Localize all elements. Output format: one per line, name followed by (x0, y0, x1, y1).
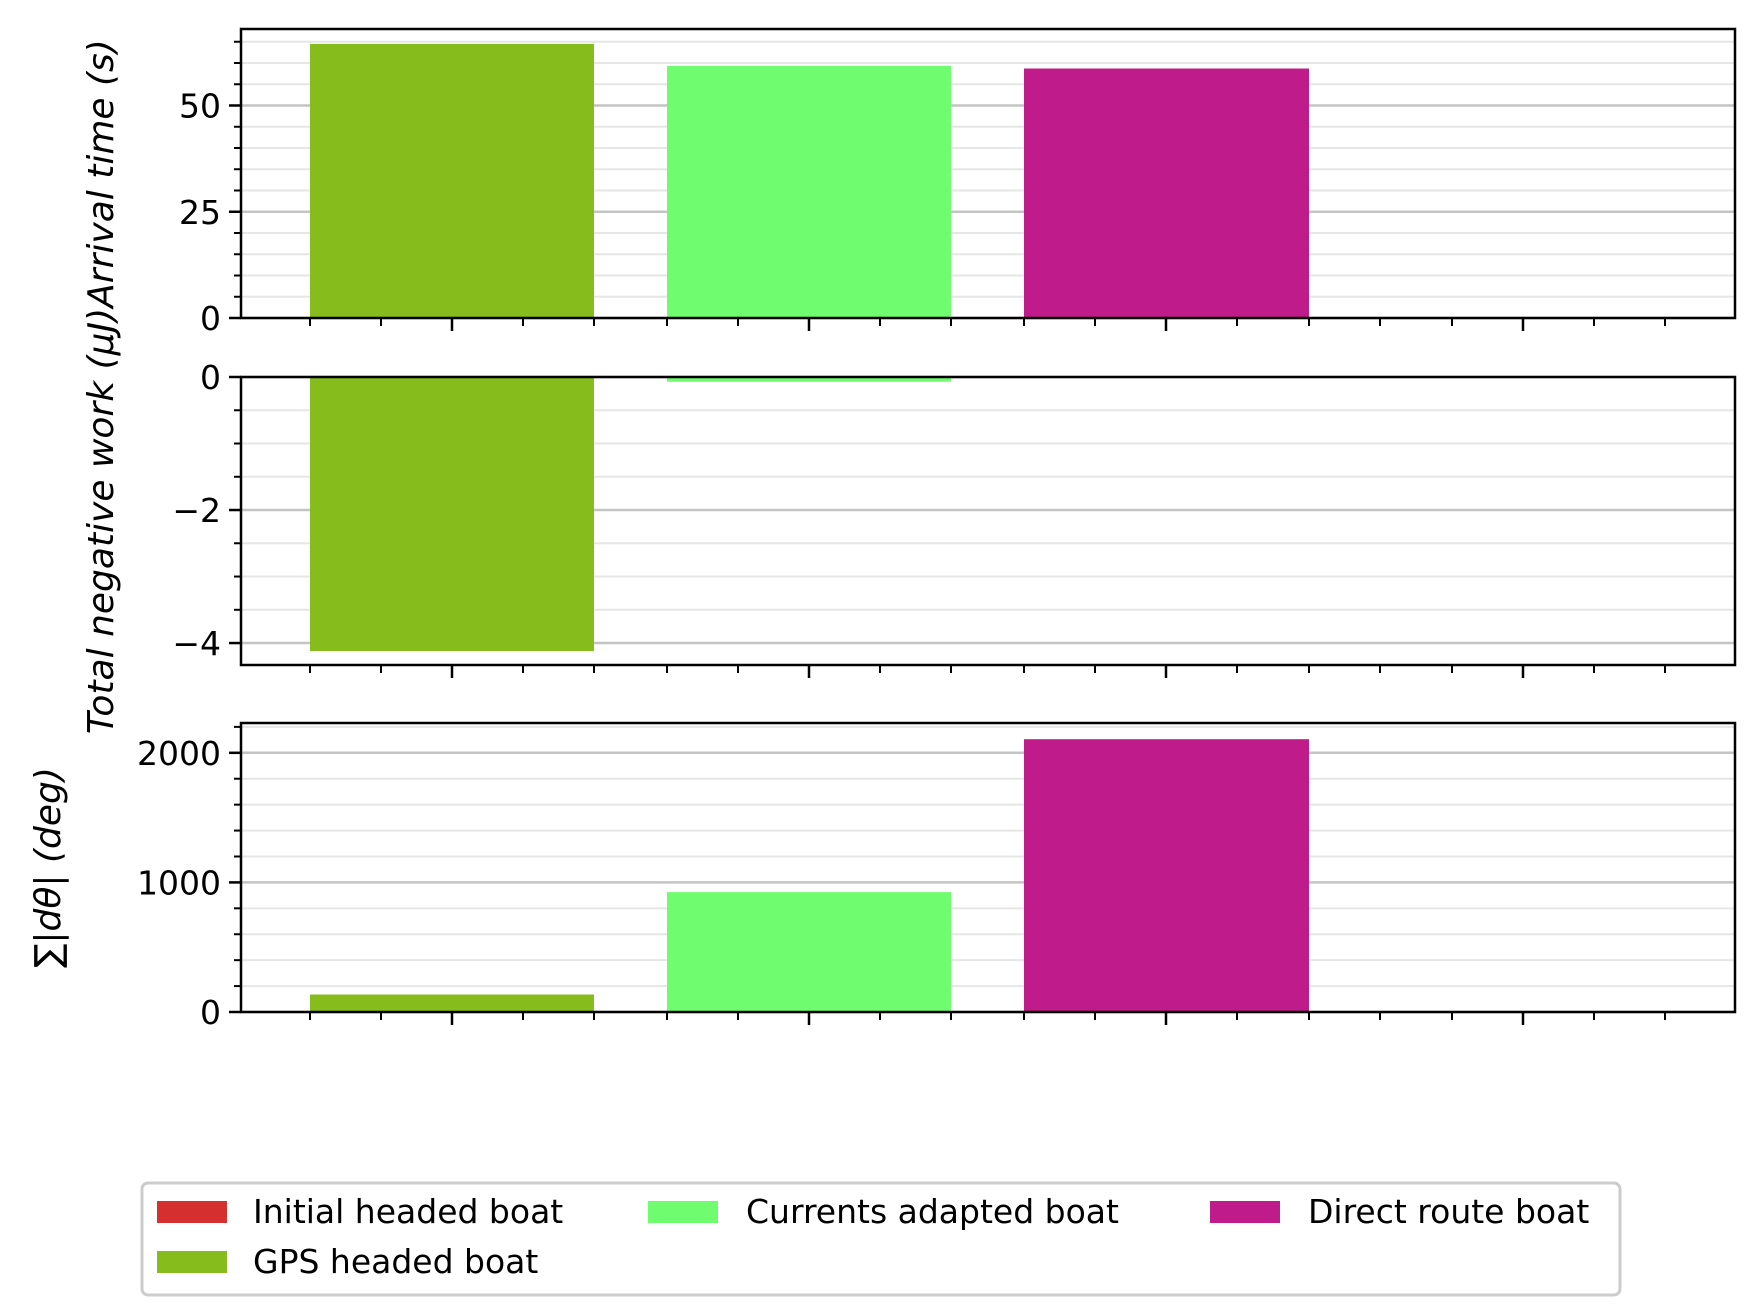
axes-frame (239, 721, 1737, 1014)
y-tick-label: 1000 (137, 863, 221, 902)
bar-direct-route-boat (1024, 68, 1309, 319)
legend-label-gps-headed-boat: GPS headed boat (253, 1242, 538, 1281)
y-tick-label: 0 (200, 358, 221, 397)
bar-currents-adapted-boat (667, 65, 951, 318)
legend-swatch-direct-route-boat (1210, 1201, 1280, 1223)
panel-1: 0 25 50 Arrival time (s) (81, 27, 1737, 338)
y-tick-label: 0 (200, 993, 221, 1032)
bar-currents-adapted-boat (667, 377, 951, 382)
bar-currents-adapted-boat (667, 892, 951, 1012)
y-axis-label: Arrival time (s) (81, 39, 122, 310)
bar-direct-route-boat (1024, 739, 1309, 1012)
legend-label-currents-adapted-boat: Currents adapted boat (746, 1192, 1119, 1231)
y-tick-label: −2 (172, 491, 221, 530)
y-tick-label: 50 (179, 87, 221, 126)
y-tick-label: 25 (179, 193, 221, 232)
axes-frame (239, 375, 1737, 667)
y-tick-label: 0 (200, 299, 221, 338)
panel-3: 0 1000 2000 ∑|dθ| (deg) (28, 721, 1737, 1032)
bar-gps-headed-boat (310, 994, 594, 1012)
y-tick-label: 2000 (137, 734, 221, 773)
legend-swatch-currents-adapted-boat (648, 1201, 718, 1223)
legend-label-direct-route-boat: Direct route boat (1308, 1192, 1589, 1231)
bar-gps-headed-boat (310, 43, 594, 318)
axes-frame (239, 27, 1737, 320)
y-axis-label: ∑|dθ| (deg) (28, 767, 69, 968)
bar-gps-headed-boat (310, 377, 594, 652)
legend-swatch-gps-headed-boat (157, 1251, 227, 1273)
legend-label-initial-headed-boat: Initial headed boat (253, 1192, 563, 1231)
panel-2: −4 −2 0 Total negative work (μJ) (81, 308, 1737, 734)
y-axis-label: Total negative work (μJ) (81, 308, 122, 734)
y-tick-label: −4 (172, 624, 221, 663)
chart-panels: 0 25 50 Arrival time (s) −4 −2 0 Total negative… (28, 27, 1737, 1032)
legend-swatch-initial-headed-boat (157, 1201, 227, 1223)
legend: Initial headed boat Currents adapted boa… (140, 1181, 1622, 1297)
